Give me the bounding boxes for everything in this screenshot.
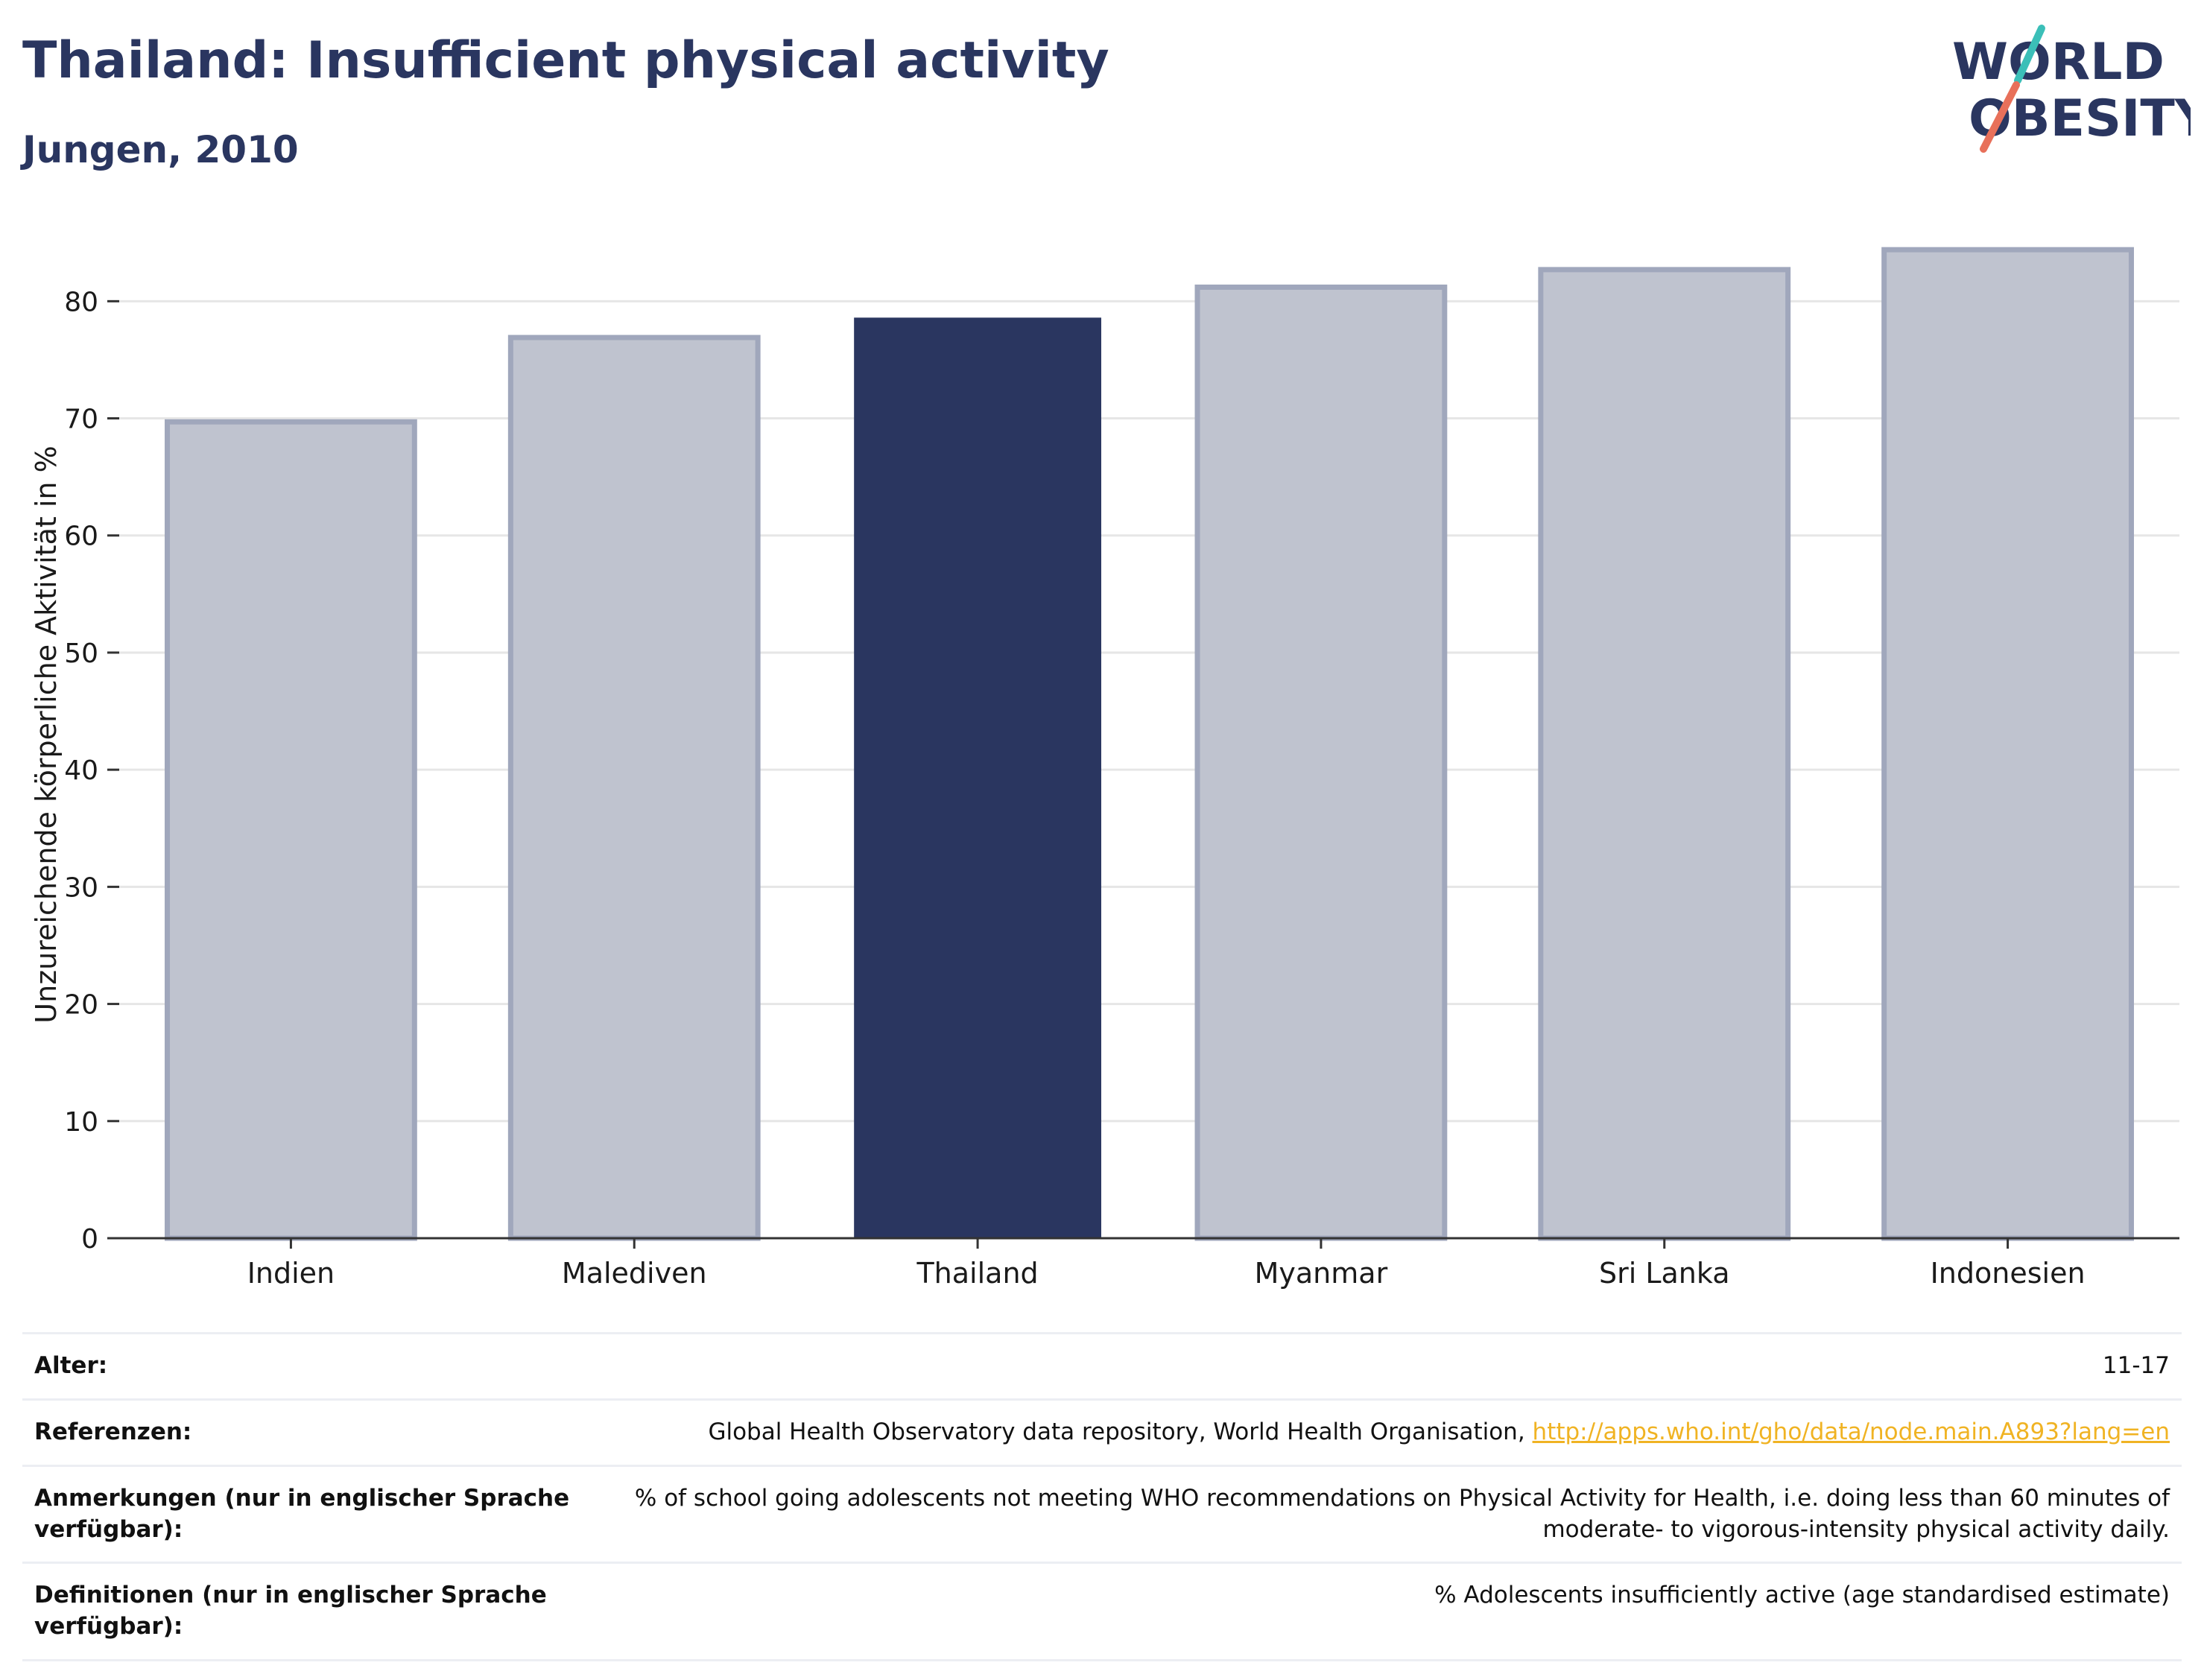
bar-chart: 0 10 20 30 40 50 60 70 80 Indien Malediven Thailan… <box>30 247 2179 1290</box>
x-tick-label: Indonesien <box>1931 1257 2086 1290</box>
info-label: Anmerkungen (nur in englischer Sprache v… <box>34 1484 570 1543</box>
chart-title: Thailand: Insufficient physical activity <box>22 31 1109 90</box>
y-axis-ticks: 0 10 20 30 40 50 60 70 80 <box>64 287 119 1255</box>
world-obesity-logo[interactable]: WORLD OBESITY <box>1937 22 2191 156</box>
bar-sri-lanka[interactable] <box>1538 267 1791 1241</box>
y-tick-label: 50 <box>64 638 98 669</box>
logo-line1: WORLD <box>1952 33 2165 92</box>
chart-subtitle: Jungen, 2010 <box>22 128 299 171</box>
bars <box>165 247 2134 1241</box>
info-value-text: % Adolescents insufficiently active (age… <box>1434 1582 2170 1609</box>
info-value: 11-17 <box>2103 1351 2170 1382</box>
info-value: % Adolescents insufficiently active (age… <box>1434 1580 2170 1611</box>
y-tick-label: 20 <box>64 990 98 1021</box>
bar-thailand[interactable] <box>854 317 1101 1239</box>
x-tick-label: Indien <box>247 1257 335 1290</box>
y-tick-label: 80 <box>64 287 98 317</box>
gridlines <box>119 299 2179 1123</box>
y-tick-label: 30 <box>64 872 98 903</box>
info-table: Alter: 11-17 Referenzen: Global Health Obse… <box>22 1332 2182 1662</box>
bar-malediven[interactable] <box>507 335 761 1241</box>
x-axis-ticks: Indien Malediven Thailand Myanmar Sri Lanka I… <box>247 1238 2086 1290</box>
y-tick-label: 60 <box>64 522 98 552</box>
info-label: Referenzen: <box>34 1418 192 1445</box>
y-tick-label: 40 <box>64 755 98 786</box>
reference-link[interactable]: http://apps.who.int/gho/data/node.main.A… <box>1532 1418 2170 1445</box>
info-value-text: % of school going adolescents not meetin… <box>634 1484 2170 1543</box>
info-row: Alter: 11-17 <box>22 1332 2182 1398</box>
logo-slash-bottom <box>1980 81 2020 153</box>
y-tick-label: 10 <box>64 1107 98 1138</box>
info-label: Definitionen (nur in englischer Sprache … <box>34 1582 547 1641</box>
info-value-text: Global Health Observatory data repositor… <box>708 1418 1533 1445</box>
y-tick-label: 70 <box>64 405 98 435</box>
info-value: Global Health Observatory data repositor… <box>708 1417 2170 1448</box>
logo-slash-top <box>2014 25 2045 84</box>
x-tick-label: Sri Lanka <box>1599 1257 1730 1290</box>
info-value: % of school going adolescents not meetin… <box>590 1483 2170 1546</box>
bar-indonesien[interactable] <box>1881 247 2134 1241</box>
info-row: Anmerkungen (nur in englischer Sprache v… <box>22 1464 2182 1562</box>
y-tick-label: 0 <box>81 1224 98 1255</box>
y-axis-label: Unzureichende körperliche Aktivität in % <box>30 446 63 1023</box>
x-tick-label: Myanmar <box>1255 1257 1388 1290</box>
bar-indien[interactable] <box>165 419 417 1241</box>
bar-myanmar[interactable] <box>1194 284 1448 1241</box>
info-value-text: 11-17 <box>2102 1352 2170 1379</box>
info-row: Referenzen: Global Health Observatory dat… <box>22 1398 2182 1465</box>
x-tick-label: Malediven <box>562 1257 707 1290</box>
info-row: Definitionen (nur in englischer Sprache … <box>22 1562 2182 1662</box>
x-tick-label: Thailand <box>916 1257 1038 1290</box>
info-label: Alter: <box>34 1352 108 1379</box>
